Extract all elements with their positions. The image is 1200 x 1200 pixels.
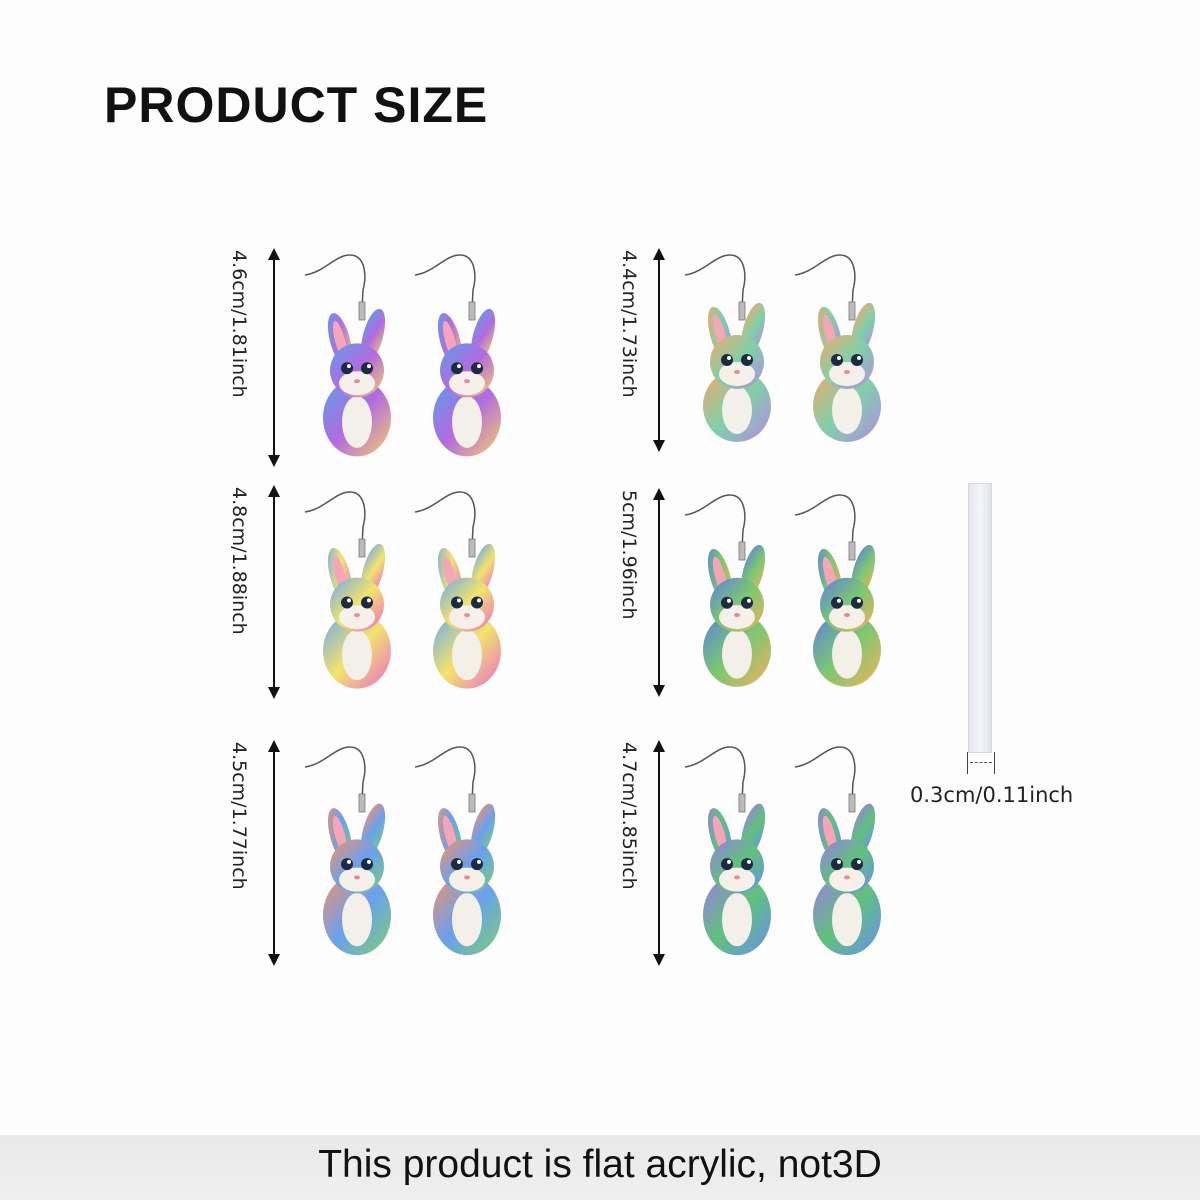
earring-pair: 4.6cm/1.81inch [228,248,530,467]
bunny-earring-right [794,250,905,454]
size-label: 4.6cm/1.81inch [228,250,250,398]
page-title: PRODUCT SIZE [104,77,489,133]
acrylic-thickness-sample [968,483,992,753]
bunny-earring-left [304,250,415,469]
thickness-measure-mark [967,752,995,774]
footer-banner: This product is flat acrylic, not3D [0,1135,1200,1200]
size-label: 5cm/1.96inch [618,490,640,620]
bunny-earring-right [414,487,525,701]
earring-pair: 4.7cm/1.85inch [618,740,920,966]
bunny-earring-right [414,250,525,469]
earring-pair: 4.4cm/1.73inch [618,248,920,452]
bunny-earring-right [794,490,905,699]
size-dimension: 4.7cm/1.85inch [618,740,665,966]
double-arrow-icon [653,248,665,452]
bunny-earring-right [414,742,525,968]
bunny-earring-left [304,487,415,701]
double-arrow-icon [268,248,280,467]
double-arrow-icon [653,740,665,966]
earring-pair: 4.8cm/1.88inch [228,485,530,699]
double-arrow-icon [653,488,665,697]
thickness-label: 0.3cm/0.11inch [910,783,1074,807]
size-dimension: 4.6cm/1.81inch [228,248,280,467]
bunny-earring-left [684,490,795,699]
bunny-earring-right [794,742,905,968]
size-dimension: 4.8cm/1.88inch [228,485,280,699]
size-label: 4.5cm/1.77inch [228,742,250,890]
size-label: 4.4cm/1.73inch [618,250,640,398]
size-label: 4.7cm/1.85inch [618,742,640,890]
size-label: 4.8cm/1.88inch [228,487,250,635]
double-arrow-icon [268,485,280,699]
bunny-earring-left [684,250,795,454]
size-dimension: 4.5cm/1.77inch [228,740,280,966]
size-dimension: 5cm/1.96inch [618,488,665,697]
earring-pair: 4.5cm/1.77inch [228,740,530,966]
double-arrow-icon [268,740,280,966]
footer-text: This product is flat acrylic, not3D [318,1143,882,1186]
bunny-earring-left [304,742,415,968]
bunny-earring-left [684,742,795,968]
size-dimension: 4.4cm/1.73inch [618,248,665,452]
earring-pair: 5cm/1.96inch [618,488,920,697]
